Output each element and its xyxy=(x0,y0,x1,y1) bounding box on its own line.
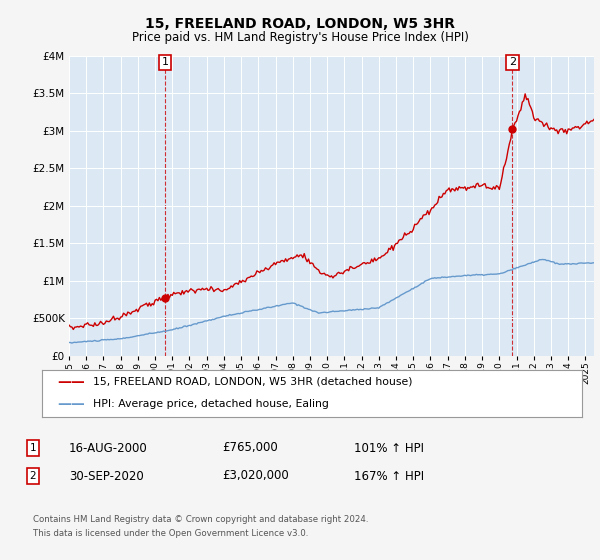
Text: 167% ↑ HPI: 167% ↑ HPI xyxy=(354,469,424,483)
Text: 16-AUG-2000: 16-AUG-2000 xyxy=(69,441,148,455)
Text: Price paid vs. HM Land Registry's House Price Index (HPI): Price paid vs. HM Land Registry's House … xyxy=(131,31,469,44)
Text: £3,020,000: £3,020,000 xyxy=(222,469,289,483)
Text: 30-SEP-2020: 30-SEP-2020 xyxy=(69,469,144,483)
Text: This data is licensed under the Open Government Licence v3.0.: This data is licensed under the Open Gov… xyxy=(33,529,308,538)
Text: 101% ↑ HPI: 101% ↑ HPI xyxy=(354,441,424,455)
Text: ——: —— xyxy=(57,398,85,411)
Text: £765,000: £765,000 xyxy=(222,441,278,455)
Text: 15, FREELAND ROAD, LONDON, W5 3HR (detached house): 15, FREELAND ROAD, LONDON, W5 3HR (detac… xyxy=(93,377,413,387)
Text: 1: 1 xyxy=(161,58,169,68)
Text: 2: 2 xyxy=(29,471,37,481)
Text: 2: 2 xyxy=(509,58,516,68)
Text: Contains HM Land Registry data © Crown copyright and database right 2024.: Contains HM Land Registry data © Crown c… xyxy=(33,515,368,524)
Text: 1: 1 xyxy=(29,443,37,453)
Text: ——: —— xyxy=(57,375,85,389)
Text: 15, FREELAND ROAD, LONDON, W5 3HR: 15, FREELAND ROAD, LONDON, W5 3HR xyxy=(145,17,455,31)
Text: HPI: Average price, detached house, Ealing: HPI: Average price, detached house, Eali… xyxy=(93,399,329,409)
